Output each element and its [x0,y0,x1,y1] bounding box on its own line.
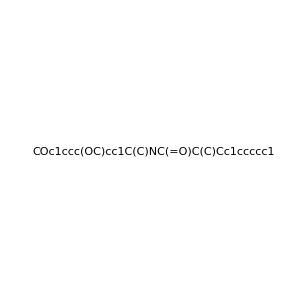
Text: COc1ccc(OC)cc1C(C)NC(=O)C(C)Cc1ccccc1: COc1ccc(OC)cc1C(C)NC(=O)C(C)Cc1ccccc1 [32,146,275,157]
